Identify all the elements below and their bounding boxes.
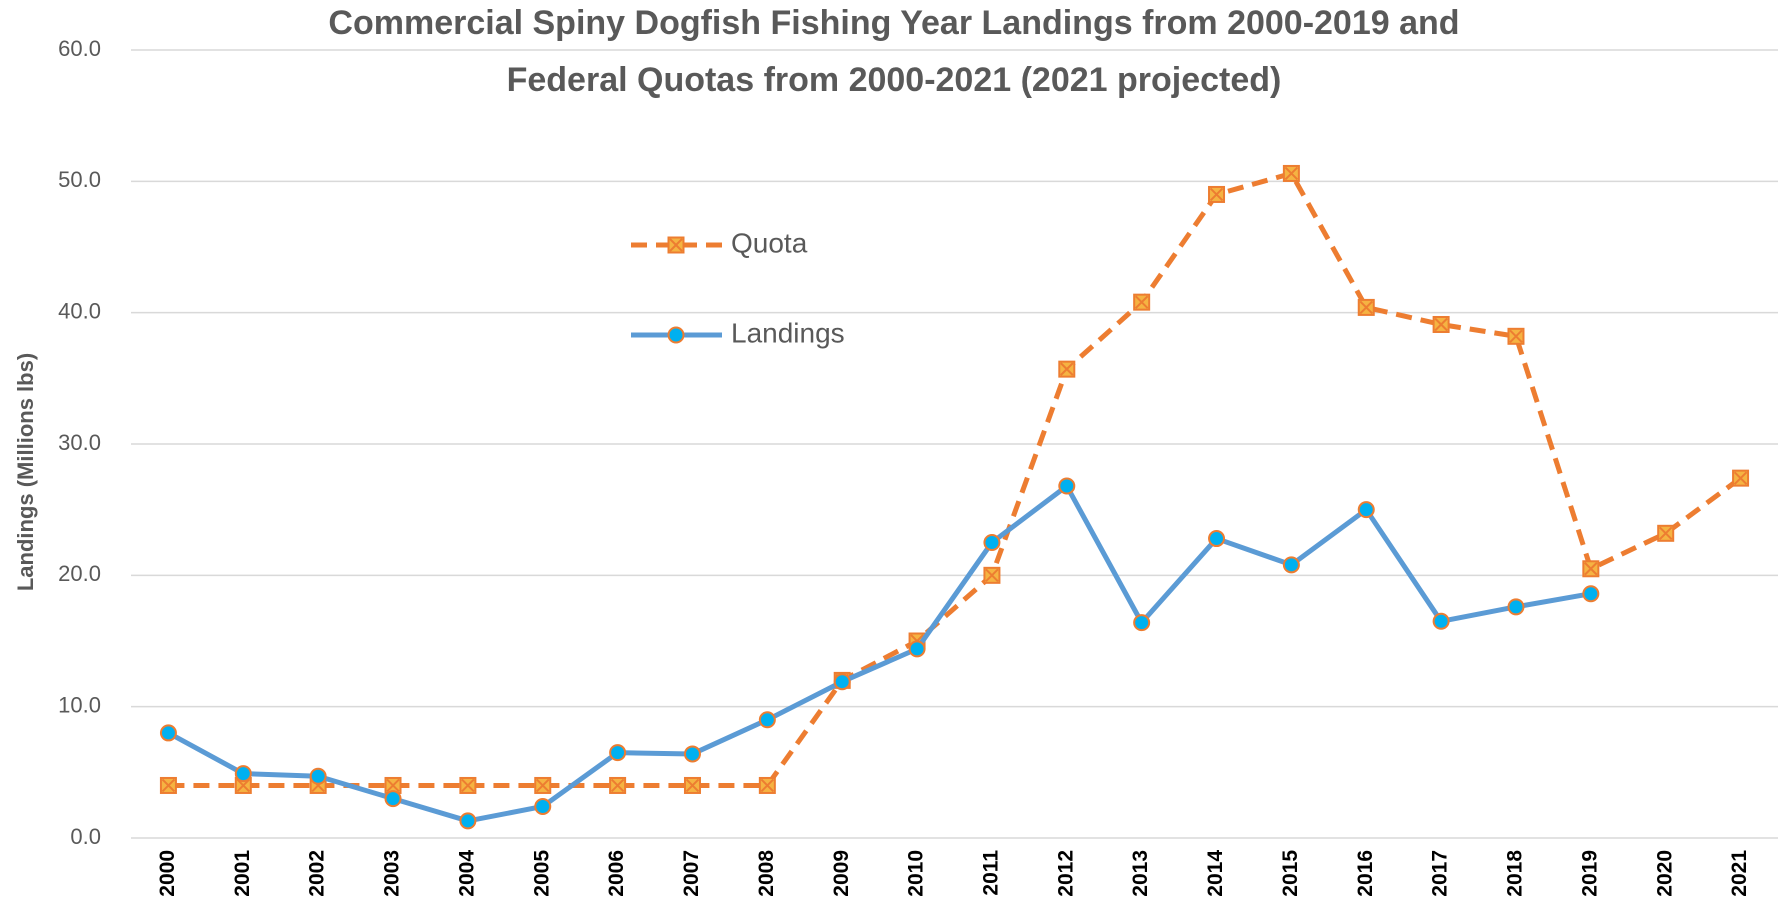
legend-marker — [667, 326, 685, 344]
marker-cross — [985, 568, 999, 583]
x-tick-label: 2017 — [1429, 850, 1452, 897]
data-point — [1357, 501, 1375, 519]
data-point — [534, 797, 552, 815]
marker-cross — [236, 778, 251, 793]
chart-title: Federal Quotas from 2000-2021 (2021 proj… — [507, 61, 1282, 99]
data-point — [833, 673, 851, 691]
x-tick-label: 2003 — [381, 850, 404, 897]
marker-cross — [536, 778, 550, 793]
x-tick-label: 2015 — [1279, 850, 1302, 897]
data-point — [1732, 469, 1750, 487]
x-tick-label: 2016 — [1354, 850, 1377, 897]
data-point — [1133, 614, 1151, 632]
marker-cross — [1658, 526, 1673, 541]
chart-title: Commercial Spiny Dogfish Fishing Year La… — [328, 4, 1459, 42]
data-point — [1507, 598, 1525, 616]
data-point — [983, 566, 1001, 584]
data-point — [1208, 185, 1226, 203]
y-axis-label: Landings (Millions lbs) — [13, 353, 38, 591]
data-point — [1432, 612, 1450, 630]
data-point — [683, 745, 701, 763]
x-tick-label: 2000 — [156, 850, 179, 897]
data-point — [1357, 298, 1375, 316]
marker-cross — [1209, 187, 1224, 202]
data-point — [159, 776, 177, 794]
x-tick-label: 2010 — [905, 850, 928, 897]
marker-cross — [1134, 295, 1149, 309]
data-point — [234, 765, 252, 783]
legend-marker — [669, 238, 683, 252]
x-tick-label: 2020 — [1653, 850, 1676, 897]
x-tick-label: 2001 — [231, 850, 254, 897]
marker-cross — [760, 778, 775, 793]
data-point — [309, 767, 327, 785]
marker-cross — [1359, 300, 1373, 315]
data-point — [758, 711, 776, 729]
data-point — [683, 776, 701, 794]
marker-cross — [610, 778, 625, 793]
x-tick-label: 2014 — [1204, 850, 1227, 897]
marker-cross — [461, 778, 475, 793]
y-tick-label: 50.0 — [58, 167, 101, 192]
marker-cross — [1434, 317, 1448, 332]
x-tick-label: 2006 — [605, 850, 628, 897]
marker-cross — [1060, 362, 1074, 376]
x-tick-label: 2005 — [530, 850, 553, 897]
data-point — [1282, 164, 1300, 182]
data-point — [534, 776, 552, 794]
data-point — [758, 776, 776, 794]
marker-cross — [1509, 329, 1523, 344]
data-point — [983, 534, 1001, 551]
data-point — [1432, 315, 1450, 333]
data-point — [609, 776, 627, 794]
data-point — [1058, 477, 1076, 495]
y-tick-label: 0.0 — [70, 824, 101, 849]
series-line — [167, 483, 1592, 824]
marker-cross — [161, 778, 176, 793]
data-point — [1058, 360, 1076, 378]
marker-cross — [1584, 562, 1598, 576]
data-point — [1582, 560, 1600, 578]
x-tick-label: 2002 — [306, 850, 329, 897]
y-tick-label: 10.0 — [58, 692, 101, 717]
x-tick-label: 2018 — [1504, 850, 1527, 897]
x-tick-label: 2008 — [755, 850, 778, 897]
marker-cross — [1733, 471, 1748, 485]
data-point — [459, 776, 477, 794]
legend-label: Quota — [731, 227, 808, 258]
x-tick-label: 2019 — [1578, 850, 1601, 897]
data-point — [609, 744, 627, 762]
data-point — [1208, 530, 1226, 548]
data-point — [1507, 327, 1525, 345]
marker-cross — [685, 778, 700, 793]
marker-cross — [386, 778, 400, 793]
data-point — [159, 724, 177, 742]
x-tick-label: 2013 — [1129, 850, 1152, 897]
data-point — [1657, 524, 1675, 542]
data-point — [384, 790, 402, 808]
y-tick-label: 40.0 — [58, 298, 101, 323]
x-tick-label: 2012 — [1054, 850, 1077, 897]
x-tick-label: 2004 — [455, 850, 478, 897]
data-point — [1133, 293, 1151, 311]
data-point — [908, 640, 926, 658]
x-tick-label: 2011 — [979, 850, 1002, 896]
x-tick-label: 2007 — [680, 850, 703, 897]
data-point — [1282, 556, 1300, 574]
x-tick-label: 2021 — [1728, 850, 1751, 897]
y-tick-label: 60.0 — [58, 36, 101, 61]
series-line — [168, 170, 1743, 788]
y-tick-label: 30.0 — [58, 430, 101, 455]
y-tick-label: 20.0 — [58, 561, 101, 586]
x-tick-label: 2009 — [830, 850, 853, 897]
legend-label: Landings — [731, 317, 845, 348]
data-point — [459, 812, 477, 830]
data-point — [1582, 585, 1600, 603]
marker-cross — [1284, 166, 1299, 181]
